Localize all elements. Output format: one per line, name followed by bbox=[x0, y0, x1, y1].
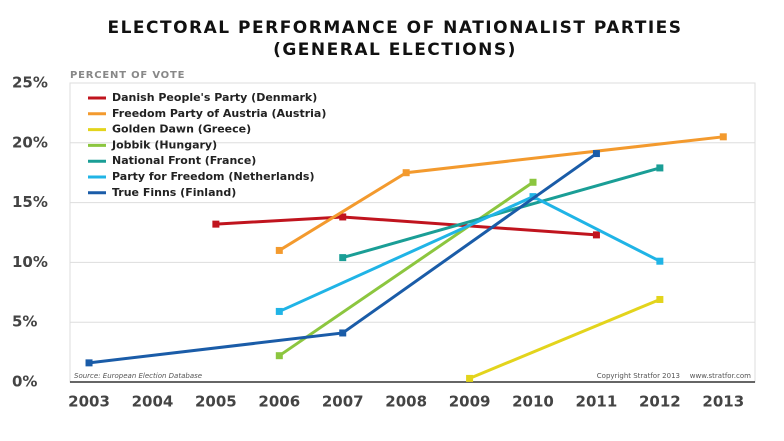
point-marker bbox=[339, 213, 347, 221]
legend-label: Golden Dawn (Greece) bbox=[112, 123, 251, 136]
series-line bbox=[469, 298, 661, 380]
point-marker bbox=[85, 359, 93, 367]
series-line bbox=[215, 215, 597, 237]
point-marker bbox=[466, 374, 474, 382]
x-tick-label: 2006 bbox=[258, 393, 300, 411]
point-marker bbox=[339, 329, 347, 337]
legend-label: Freedom Party of Austria (Austria) bbox=[112, 107, 326, 120]
x-tick-label: 2013 bbox=[702, 393, 744, 411]
y-tick-label: 5% bbox=[12, 313, 37, 331]
y-tick-label: 20% bbox=[12, 133, 48, 151]
point-marker bbox=[656, 164, 664, 172]
x-tick-label: 2010 bbox=[512, 393, 554, 411]
point-marker bbox=[719, 133, 727, 141]
chart-title: ELECTORAL PERFORMANCE OF NATIONALIST PAR… bbox=[107, 18, 682, 38]
point-marker bbox=[212, 220, 220, 228]
y-tick-label: 0% bbox=[12, 373, 37, 391]
y-tick-label: 25% bbox=[12, 74, 48, 92]
copyright: Copyright Stratfor 2013 bbox=[597, 372, 680, 380]
point-marker bbox=[592, 150, 600, 158]
website: www.stratfor.com bbox=[690, 372, 751, 380]
source: Source: European Election Database bbox=[74, 372, 202, 380]
legend-label: Party for Freedom (Netherlands) bbox=[112, 170, 315, 183]
point-marker bbox=[656, 295, 664, 303]
point-marker bbox=[402, 169, 410, 177]
x-tick-label: 2012 bbox=[639, 393, 681, 411]
point-marker bbox=[656, 257, 664, 265]
x-tick-label: 2009 bbox=[449, 393, 491, 411]
series-line bbox=[278, 181, 534, 357]
point-marker bbox=[529, 178, 537, 186]
x-tick-label: 2011 bbox=[576, 393, 618, 411]
point-marker bbox=[339, 254, 347, 262]
series-line bbox=[342, 166, 661, 260]
x-tick-label: 2007 bbox=[322, 393, 364, 411]
point-marker bbox=[275, 352, 283, 360]
x-tick-label: 2003 bbox=[68, 393, 110, 411]
y-tick-label: 15% bbox=[12, 193, 48, 211]
x-tick-label: 2008 bbox=[385, 393, 427, 411]
point-marker bbox=[275, 307, 283, 315]
legend-label: Danish People's Party (Denmark) bbox=[112, 91, 317, 104]
legend-label: True Finns (Finland) bbox=[112, 186, 236, 199]
legend-label: Jobbik (Hungary) bbox=[111, 138, 217, 151]
series-line bbox=[278, 135, 724, 252]
legend-label: National Front (France) bbox=[112, 154, 256, 167]
y-tick-label: 10% bbox=[12, 253, 48, 271]
chart-title: (GENERAL ELECTIONS) bbox=[273, 40, 517, 60]
y-axis-label: PERCENT OF VOTE bbox=[70, 70, 185, 81]
x-tick-label: 2004 bbox=[132, 393, 174, 411]
x-tick-label: 2005 bbox=[195, 393, 237, 411]
point-marker bbox=[275, 246, 283, 254]
point-marker bbox=[592, 231, 600, 239]
